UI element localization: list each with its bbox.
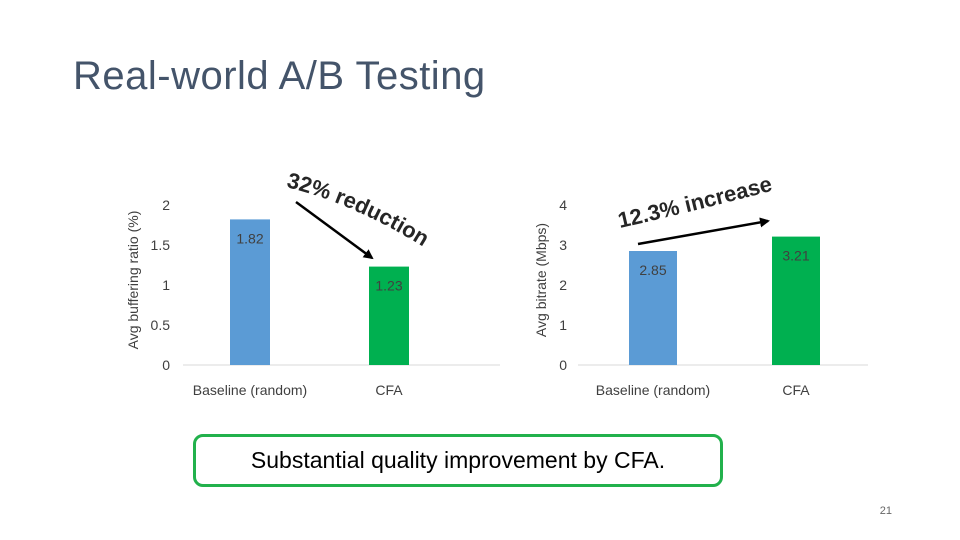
- callout-text: Substantial quality improvement by CFA.: [250, 447, 666, 473]
- bitrate-y-tick-label: 2: [559, 277, 567, 293]
- reduction-arrow: [295, 200, 374, 260]
- buffering-data-label: 1.82: [236, 230, 263, 246]
- buffering-baseline-bar: [230, 219, 270, 365]
- buffering-y-tick-label: 1.5: [151, 237, 171, 253]
- bitrate-chart: 0 1 2 3 4 Avg bitrate (Mbps) 2.85 Baseline (ran…: [533, 197, 868, 398]
- buffering-ratio-chart: 0 0.5 1 1.5 2 Avg buffering ratio (%) 1.82 Base…: [125, 197, 500, 398]
- bitrate-y-axis-title: Avg bitrate (Mbps): [533, 223, 549, 337]
- bitrate-data-label: 3.21: [782, 248, 809, 264]
- buffering-y-axis-title: Avg buffering ratio (%): [125, 211, 141, 350]
- buffering-data-label: 1.23: [375, 278, 402, 294]
- bitrate-y-tick-label: 1: [559, 317, 567, 333]
- bitrate-category-label: CFA: [782, 382, 810, 398]
- bitrate-baseline-bar: [629, 251, 677, 365]
- buffering-y-tick-label: 0.5: [151, 317, 171, 333]
- buffering-y-tick-label: 2: [162, 197, 170, 213]
- page-number: 21: [879, 505, 892, 517]
- bitrate-data-label: 2.85: [639, 262, 666, 278]
- slide-title: Real-world A/B Testing: [73, 54, 486, 98]
- bitrate-category-label: Baseline (random): [596, 382, 710, 398]
- buffering-y-tick-label: 0: [162, 357, 170, 373]
- bitrate-cfa-bar: [772, 236, 820, 365]
- bitrate-y-tick-label: 3: [559, 237, 567, 253]
- callout-box: Substantial quality improvement by CFA.: [193, 434, 723, 487]
- increase-arrow: [637, 217, 770, 246]
- buffering-category-label: CFA: [375, 382, 403, 398]
- buffering-cfa-bar: [369, 266, 409, 365]
- bitrate-y-tick-label: 4: [559, 197, 567, 213]
- buffering-category-label: Baseline (random): [193, 382, 307, 398]
- bitrate-y-tick-label: 0: [559, 357, 567, 373]
- buffering-y-tick-label: 1: [162, 277, 170, 293]
